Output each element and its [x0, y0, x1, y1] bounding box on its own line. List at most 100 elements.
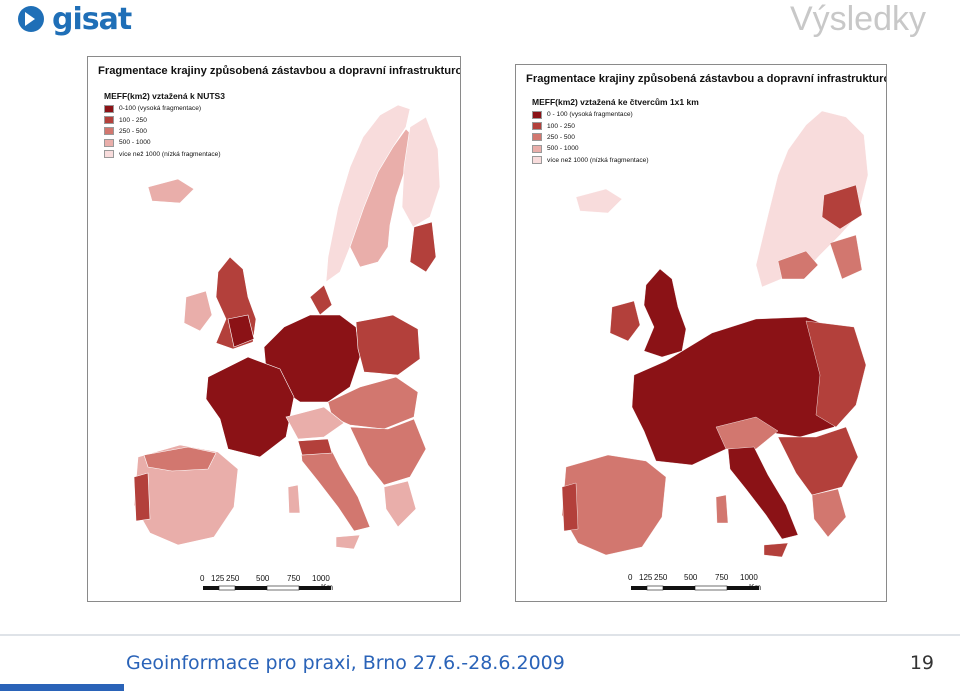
- scale-tick-label: 750: [287, 574, 301, 583]
- map-regions: [561, 110, 869, 558]
- italy-region: [727, 446, 799, 540]
- legend-item: 0 - 100 (vysoká fragmentace): [532, 109, 699, 120]
- legend-item: více než 1000 (nízká fragmentace): [104, 149, 225, 160]
- scale-unit: Km: [749, 583, 761, 592]
- france-region: [205, 356, 295, 458]
- legend: MEFF(km2) vztažená ke čtvercům 1x1 km 0 …: [532, 97, 699, 166]
- legend-label: více než 1000 (nízká fragmentace): [547, 156, 649, 164]
- legend-label: 500 - 1000: [119, 139, 151, 147]
- england-core-region: [227, 314, 255, 348]
- sicily-region: [335, 534, 361, 550]
- legend-label: 100 - 250: [119, 116, 147, 124]
- footer-divider: [0, 634, 960, 636]
- baltic-region: [409, 221, 437, 273]
- legend-title: MEFF(km2) vztažená k NUTS3: [104, 91, 225, 101]
- legend-label: 100 - 250: [547, 122, 575, 130]
- legend-item: 250 - 500: [532, 132, 699, 143]
- gisat-logo: gisat: [16, 1, 132, 37]
- map-title: Fragmentace krajiny způsobená zástavbou …: [98, 65, 461, 77]
- footer-text: Geoinformace pro praxi, Brno 27.6.-28.6.…: [126, 652, 565, 674]
- eastern-europe-region: [805, 320, 867, 428]
- italy-region: [299, 438, 371, 532]
- scandinavia-south-region: [777, 250, 819, 280]
- balkans-region: [349, 418, 427, 486]
- legend-swatch: [532, 110, 542, 119]
- alps-region: [285, 406, 345, 440]
- scale-bar: 0 125 250 500 750 1000 Km: [628, 573, 761, 592]
- scale-tick-label: 125: [211, 574, 225, 583]
- page-number: 19: [909, 652, 934, 674]
- legend-title: MEFF(km2) vztažená ke čtvercům 1x1 km: [532, 97, 699, 107]
- balkans-region: [777, 426, 859, 496]
- footer-accent-bar: [0, 684, 124, 691]
- legend-swatch: [104, 150, 114, 159]
- legend-swatch: [532, 156, 542, 165]
- alps-region: [715, 416, 779, 450]
- scale-tick-label: 250: [654, 573, 668, 582]
- baltic-region: [829, 234, 863, 280]
- europe-map-grid: 0 125 250 500 750 1000 Km: [561, 110, 869, 592]
- scale-tick-label: 750: [715, 573, 729, 582]
- iberia-north-region: [143, 446, 217, 472]
- sardinia-region: [715, 494, 729, 524]
- scale-tick-label: 125: [639, 573, 653, 582]
- italy-north-region: [297, 438, 333, 456]
- great-britain-region: [643, 268, 687, 358]
- scale-bar: 0 125 250 500 750 1000 Km: [200, 574, 333, 592]
- map-panel-nuts3: Fragmentace krajiny způsobená zástavbou …: [87, 56, 461, 602]
- legend-swatch: [532, 144, 542, 153]
- legend-item: 500 - 1000: [104, 137, 225, 148]
- scale-tick-label: 1000: [740, 573, 758, 582]
- legend-label: 0 - 100 (vysoká fragmentace): [547, 111, 633, 119]
- legend-item: 0-100 (vysoká fragmentace): [104, 103, 225, 114]
- portugal-region: [133, 472, 151, 522]
- legend-label: 0-100 (vysoká fragmentace): [119, 105, 202, 113]
- legend-swatch: [104, 116, 114, 125]
- map-panel-grid-1km: Fragmentace krajiny způsobená zástavbou …: [515, 64, 887, 602]
- scale-tick-label: 250: [226, 574, 240, 583]
- map-title: Fragmentace krajiny způsobená zástavbou …: [526, 73, 887, 85]
- legend-item: 500 - 1000: [532, 143, 699, 154]
- ireland-region: [609, 300, 641, 342]
- legend-item: 250 - 500: [104, 126, 225, 137]
- legend-swatch: [104, 138, 114, 147]
- denmark-region: [309, 284, 333, 316]
- finland-region: [401, 116, 441, 228]
- legend-swatch: [104, 127, 114, 136]
- greece-region: [383, 480, 417, 528]
- legend-item: 100 - 250: [104, 114, 225, 125]
- finland-south-region: [821, 184, 863, 230]
- legend-swatch: [104, 104, 114, 113]
- norway-region: [325, 104, 411, 283]
- iberia-coast-region: [561, 482, 579, 532]
- scale-tick-label: 500: [684, 573, 698, 582]
- logo-text: gisat: [52, 1, 132, 37]
- continental-core-region: [631, 316, 861, 466]
- poland-region: [355, 314, 421, 376]
- iceland-region: [147, 178, 195, 204]
- legend-label: 250 - 500: [547, 133, 575, 141]
- iberia-region: [561, 454, 667, 556]
- legend-swatch: [532, 122, 542, 131]
- europe-map-nuts3: 0 125 250 500 750 1000 Km: [133, 104, 441, 592]
- ireland-region: [183, 290, 213, 332]
- gisat-logo-icon: [18, 6, 44, 32]
- sardinia-region: [287, 484, 301, 514]
- scale-tick-label: 0: [200, 574, 205, 583]
- scale-tick-label: 500: [256, 574, 270, 583]
- legend-item: 100 - 250: [532, 120, 699, 131]
- map-regions: [133, 104, 441, 550]
- scale-unit: Km: [321, 583, 333, 592]
- legend-label: 250 - 500: [119, 127, 147, 135]
- legend: MEFF(km2) vztažená k NUTS3 0-100 (vysoká…: [104, 91, 225, 160]
- greece-region: [811, 488, 847, 538]
- scale-tick-label: 1000: [312, 574, 330, 583]
- legend-swatch: [532, 133, 542, 142]
- legend-item: více než 1000 (nízká fragmentace): [532, 155, 699, 166]
- iceland-region: [575, 188, 623, 214]
- legend-label: 500 - 1000: [547, 145, 579, 153]
- scale-tick-label: 0: [628, 573, 633, 582]
- sicily-region: [763, 542, 789, 558]
- slide-title: Výsledky: [789, 0, 926, 38]
- legend-label: více než 1000 (nízká fragmentace): [119, 150, 221, 158]
